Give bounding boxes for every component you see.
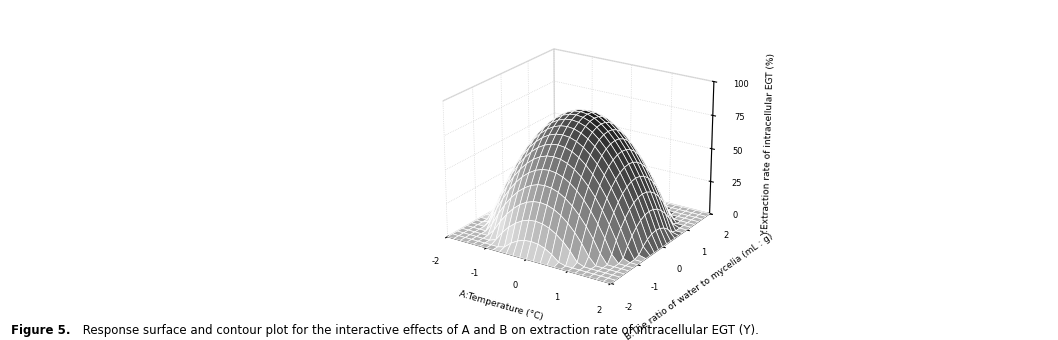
Text: Response surface and contour plot for the interactive effects of A and B on extr: Response surface and contour plot for th… [79, 324, 760, 337]
Y-axis label: B:The ratio of water to mycelia (mL : g): B:The ratio of water to mycelia (mL : g) [624, 232, 776, 340]
Text: Figure 5.: Figure 5. [11, 324, 70, 337]
X-axis label: A:Temperature (°C): A:Temperature (°C) [458, 290, 545, 322]
